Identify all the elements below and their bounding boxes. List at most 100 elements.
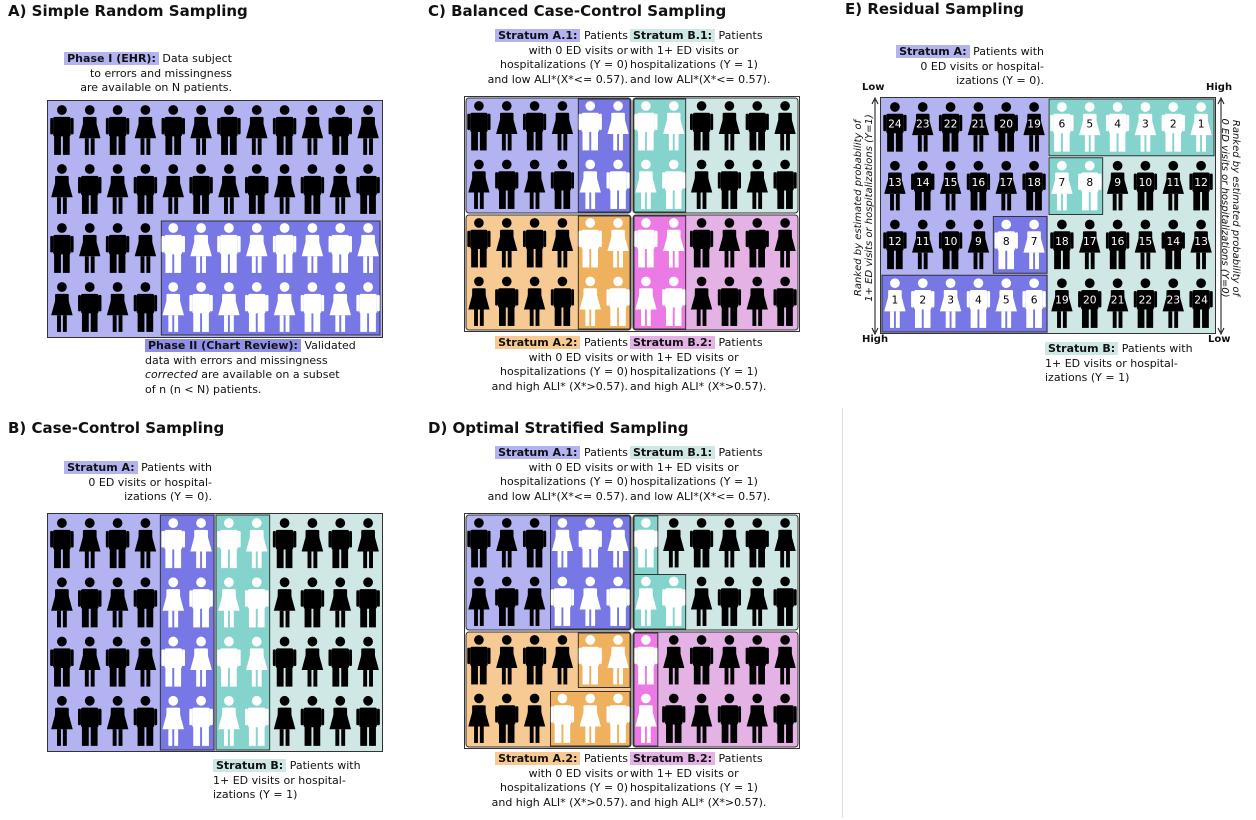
person-female-icon (357, 518, 379, 569)
person-female-icon: 13 (1190, 219, 1212, 270)
person-female-icon (134, 636, 157, 687)
person-female-icon (162, 164, 184, 214)
person-female-icon (106, 164, 129, 214)
left-axis-label: Ranked by estimated probability of 1+ ED … (853, 114, 875, 302)
person-male-icon: 20 (1078, 278, 1102, 328)
person-male-icon (105, 223, 130, 273)
person-female-icon: 5 (995, 278, 1017, 328)
person-male-icon (300, 695, 325, 746)
rank-number: 19 (1055, 294, 1069, 307)
person-female-icon (523, 576, 546, 626)
person-female-icon: 5 (1079, 102, 1101, 152)
person-female-icon (190, 105, 212, 155)
person-male-icon (245, 164, 269, 214)
person-female-icon (551, 635, 574, 685)
person-male-icon (133, 282, 158, 332)
rank-number: 6 (1031, 294, 1038, 307)
person-female-icon: 19 (1051, 278, 1073, 328)
person-male-icon (467, 635, 491, 685)
person-female-icon (523, 276, 546, 326)
person-male-icon (745, 635, 769, 685)
person-male-icon (50, 223, 74, 273)
person-male-icon (578, 101, 602, 151)
person-male-icon (217, 518, 241, 569)
person-female-icon (246, 105, 268, 155)
panel-a-grid (47, 100, 383, 338)
person-female-icon: 9 (1106, 160, 1129, 211)
person-male-icon (161, 518, 186, 569)
person-female-icon (663, 101, 685, 151)
person-male-icon: 14 (911, 160, 935, 211)
person-male-icon (689, 101, 714, 151)
person-male-icon (50, 518, 74, 569)
person-female-icon (690, 159, 713, 209)
rank-number: 14 (1166, 235, 1180, 248)
person-male-icon (217, 105, 241, 155)
phase2-label: Phase II (Chart Review): Validated data … (145, 339, 356, 396)
person-male-icon: 24 (883, 102, 907, 152)
person-male-icon: 14 (1161, 219, 1185, 270)
person-female-icon (635, 693, 657, 743)
person-female-icon (468, 159, 490, 209)
person-female-icon (218, 282, 240, 332)
person-male-icon (133, 577, 158, 628)
person-female-icon (718, 101, 741, 151)
person-female-icon (273, 577, 296, 628)
panel-e-stratum-a-label: Stratum A: Patients with 0 ED visits or … (856, 45, 1044, 89)
rank-number: 3 (1142, 117, 1149, 130)
person-male-icon (606, 693, 630, 743)
person-male-icon (78, 282, 102, 332)
person-male-icon: 24 (1189, 278, 1213, 328)
panel-a-title: A) Simple Random Sampling (8, 2, 248, 20)
panel-d-a2-label: Stratum A.2: Patients with 0 ED visits o… (491, 752, 628, 809)
person-female-icon (106, 695, 129, 746)
person-male-icon (356, 695, 380, 746)
person-female-icon (301, 636, 324, 687)
high-left-label: High (862, 334, 889, 345)
rank-number: 7 (1031, 235, 1038, 248)
rank-number: 4 (1114, 117, 1121, 130)
panel-e-stratum-b-label: Stratum B: Patients with 1+ ED visits or… (1045, 342, 1193, 384)
rank-number: 9 (975, 235, 982, 248)
rank-number: 8 (1086, 176, 1093, 189)
rank-number: 17 (1083, 235, 1097, 248)
person-male-icon: 10 (1133, 160, 1158, 211)
low-right-label: Low (1208, 334, 1231, 345)
person-male-icon (161, 105, 185, 155)
person-female-icon (245, 636, 268, 687)
person-male-icon (105, 636, 130, 687)
person-female-icon: 3 (1134, 102, 1157, 152)
person-male-icon: 16 (1105, 219, 1130, 270)
panel-c-a1-label: Stratum A.1: Patients with 0 ED visits o… (487, 29, 628, 86)
panel-b-title: B) Case-Control Sampling (8, 419, 225, 437)
person-female-icon (523, 159, 546, 209)
person-female-icon (301, 223, 324, 273)
person-male-icon (495, 693, 519, 743)
left-axis-arrow (871, 96, 879, 336)
rank-number: 15 (1139, 235, 1153, 248)
person-male-icon: 4 (966, 278, 991, 328)
rank-number: 13 (888, 176, 902, 189)
person-female-icon (746, 276, 768, 326)
person-female-icon (329, 282, 351, 332)
person-male-icon (105, 518, 130, 569)
person-female-icon (746, 159, 768, 209)
person-female-icon (273, 695, 296, 746)
rank-number: 9 (1114, 176, 1121, 189)
person-male-icon (634, 218, 658, 268)
person-female-icon: 11 (912, 219, 934, 270)
person-female-icon (496, 101, 518, 151)
person-female-icon (523, 693, 546, 743)
person-female-icon (162, 577, 185, 628)
rank-number: 22 (1139, 294, 1153, 307)
person-female-icon (468, 576, 490, 626)
person-female-icon (218, 577, 240, 628)
person-female-icon (78, 636, 101, 687)
person-male-icon (550, 693, 575, 743)
person-female-icon (635, 576, 657, 626)
person-male-icon: 12 (883, 219, 907, 270)
person-male-icon: 2 (911, 278, 935, 328)
person-female-icon (551, 101, 574, 151)
person-female-icon (51, 164, 73, 214)
person-female-icon (134, 518, 157, 569)
